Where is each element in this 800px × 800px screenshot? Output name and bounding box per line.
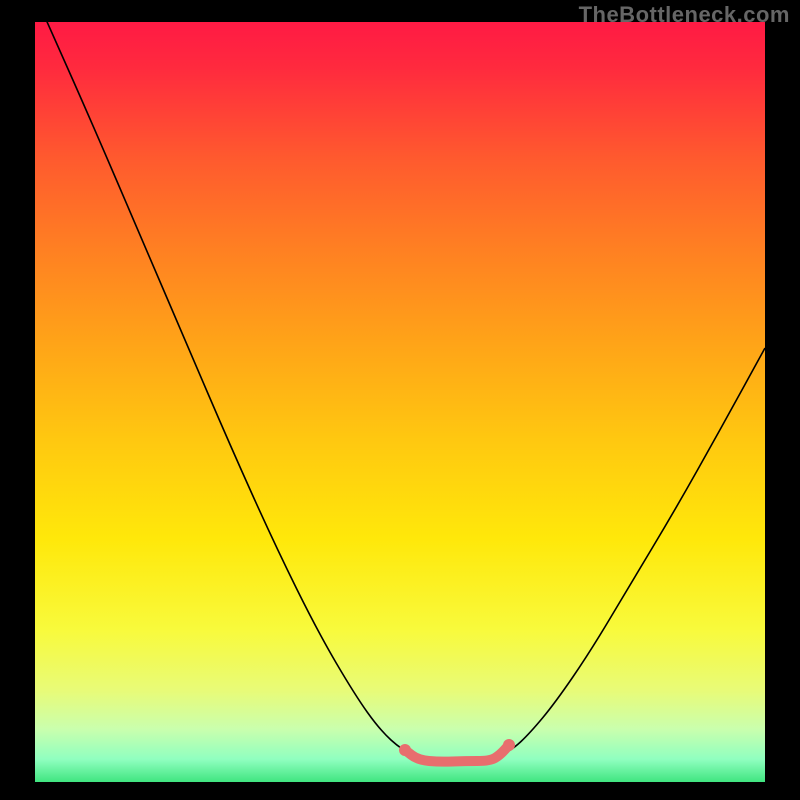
watermark-text: TheBottleneck.com	[579, 2, 790, 28]
highlight-end-marker	[399, 744, 411, 756]
bottleneck-heatmap-chart	[0, 0, 800, 800]
gradient-background	[35, 22, 765, 782]
highlight-end-marker	[503, 739, 515, 751]
chart-container: TheBottleneck.com	[0, 0, 800, 800]
